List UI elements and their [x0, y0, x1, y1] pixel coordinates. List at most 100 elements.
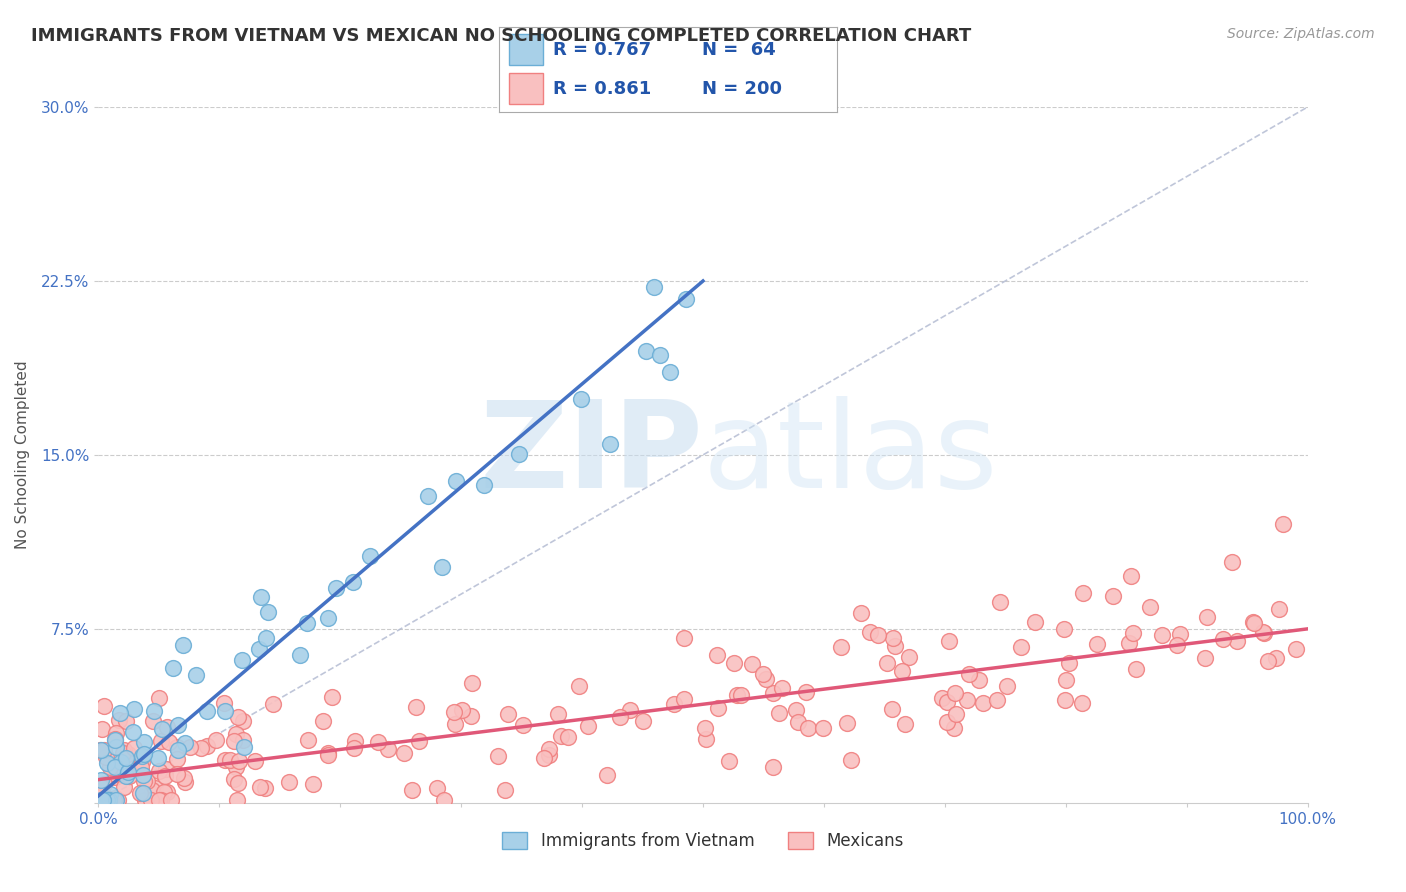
Point: [262, 697, 284, 711]
Point: [148, 793, 170, 807]
Point: [1152, 628, 1174, 642]
Point: [943, 722, 966, 736]
Point: [254, 631, 277, 645]
Point: [129, 759, 152, 773]
Point: [1285, 641, 1308, 656]
Point: [1053, 693, 1076, 707]
Point: [318, 611, 340, 625]
Point: [830, 640, 852, 654]
Point: [148, 690, 170, 705]
Point: [173, 771, 195, 785]
Point: [212, 696, 235, 710]
Point: [94, 750, 117, 764]
Point: [96, 793, 118, 807]
Point: [538, 742, 561, 756]
Point: [225, 793, 247, 807]
Point: [938, 633, 960, 648]
Point: [112, 743, 135, 757]
Point: [1194, 651, 1216, 665]
Point: [89, 743, 111, 757]
Point: [343, 741, 366, 756]
Point: [142, 714, 165, 728]
Text: N =  64: N = 64: [702, 41, 775, 59]
Point: [90, 793, 112, 807]
Point: [143, 780, 166, 795]
Point: [675, 293, 697, 307]
Point: [631, 714, 654, 728]
Point: [104, 770, 127, 784]
Point: [578, 719, 600, 733]
Point: [214, 704, 236, 718]
Point: [936, 695, 959, 709]
Bar: [509, 35, 543, 65]
Point: [90, 722, 112, 736]
Point: [97, 793, 120, 807]
Point: [131, 748, 153, 763]
Point: [547, 707, 569, 722]
Point: [762, 686, 785, 700]
Point: [1195, 610, 1218, 624]
Point: [1226, 634, 1249, 648]
Point: [325, 581, 347, 595]
Point: [1168, 627, 1191, 641]
Point: [673, 631, 696, 645]
Point: [446, 475, 468, 489]
Point: [143, 704, 166, 718]
Point: [104, 732, 127, 747]
Point: [112, 746, 135, 760]
Point: [664, 697, 686, 711]
Point: [184, 668, 207, 682]
Point: [295, 616, 318, 631]
Point: [659, 366, 682, 380]
Point: [122, 740, 145, 755]
Point: [508, 447, 530, 461]
Point: [93, 777, 115, 791]
Point: [96, 791, 118, 805]
Point: [1102, 590, 1125, 604]
Point: [596, 768, 619, 782]
Point: [634, 344, 657, 359]
Point: [134, 735, 156, 749]
Point: [392, 746, 415, 760]
Point: [148, 793, 170, 807]
Point: [866, 628, 889, 642]
Point: [1264, 650, 1286, 665]
Point: [1054, 673, 1077, 687]
Point: [232, 732, 254, 747]
Text: R = 0.861: R = 0.861: [553, 79, 651, 97]
Point: [132, 747, 155, 761]
Point: [107, 714, 129, 728]
Point: [141, 783, 163, 797]
Point: [167, 743, 190, 757]
Point: [153, 769, 176, 783]
Point: [1253, 624, 1275, 639]
Point: [451, 702, 474, 716]
Point: [1212, 632, 1234, 646]
Point: [104, 732, 127, 747]
Point: [197, 739, 219, 753]
Point: [90, 772, 112, 787]
Point: [166, 766, 188, 780]
Point: [405, 699, 427, 714]
Point: [1220, 555, 1243, 569]
Point: [117, 765, 139, 780]
Point: [557, 730, 579, 744]
Point: [254, 780, 277, 795]
Point: [228, 754, 250, 768]
Point: [104, 766, 127, 780]
Text: ZIP: ZIP: [479, 396, 703, 514]
Point: [150, 722, 173, 736]
Text: IMMIGRANTS FROM VIETNAM VS MEXICAN NO SCHOOLING COMPLETED CORRELATION CHART: IMMIGRANTS FROM VIETNAM VS MEXICAN NO SC…: [31, 27, 972, 45]
Point: [141, 793, 163, 807]
Point: [643, 280, 665, 294]
Point: [257, 605, 280, 619]
Point: [717, 754, 740, 768]
Point: [894, 717, 917, 731]
Point: [1268, 601, 1291, 615]
Point: [1057, 656, 1080, 670]
Point: [117, 747, 139, 761]
Point: [650, 348, 672, 362]
Point: [156, 784, 179, 798]
Y-axis label: No Schooling Completed: No Schooling Completed: [15, 360, 30, 549]
Point: [472, 477, 495, 491]
